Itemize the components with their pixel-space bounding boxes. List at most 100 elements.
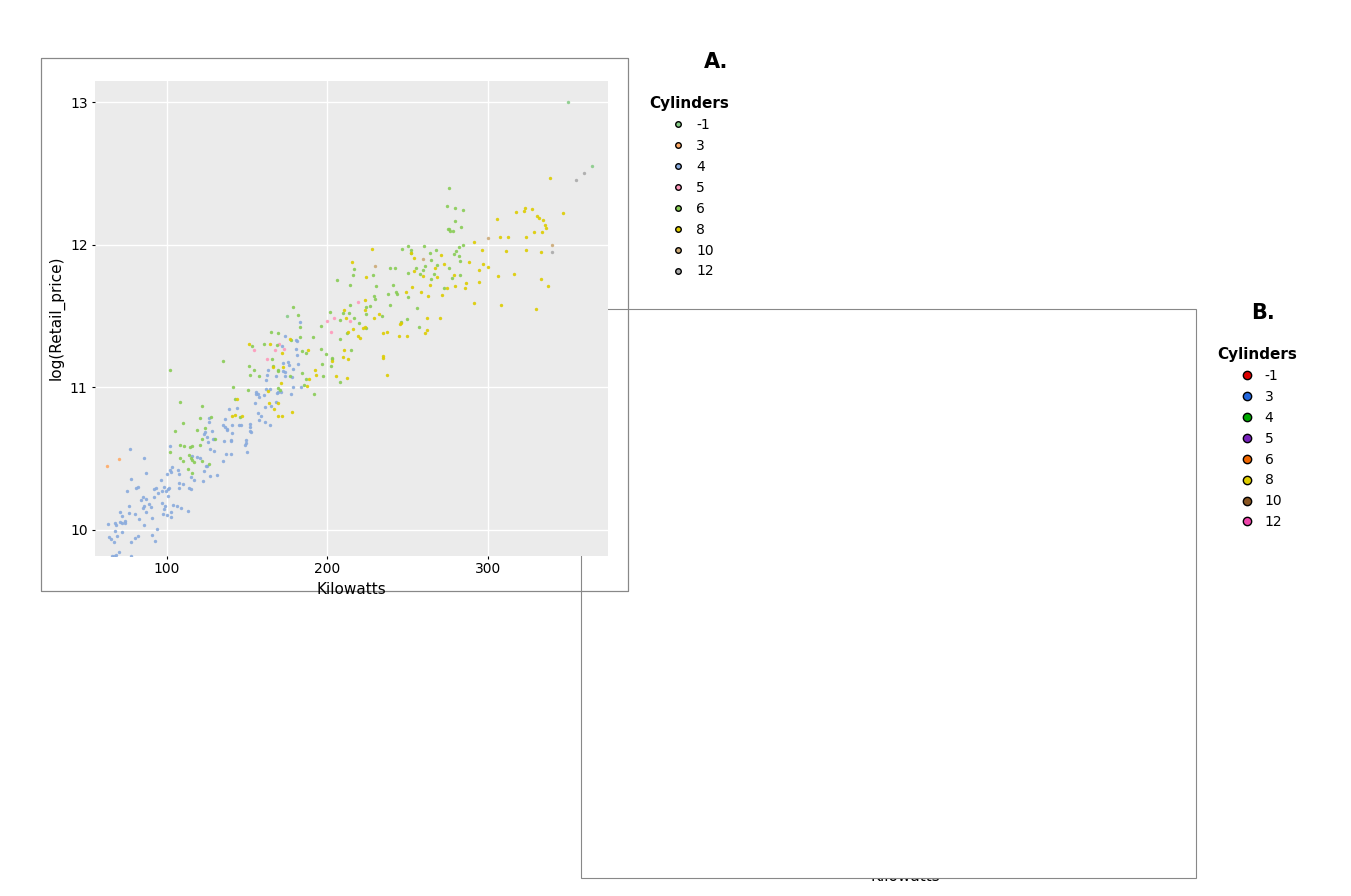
Point — [135, 505, 157, 520]
Point — [1094, 487, 1116, 502]
Point — [238, 383, 259, 397]
Point — [1059, 492, 1081, 506]
Point — [249, 413, 270, 427]
Point — [874, 622, 896, 636]
Point — [1019, 519, 1040, 533]
Point — [882, 582, 904, 597]
Point — [169, 467, 190, 481]
Point — [840, 600, 862, 615]
Point — [104, 516, 126, 530]
Point — [1077, 464, 1098, 478]
Point — [286, 334, 308, 349]
Point — [189, 437, 211, 452]
Point — [727, 717, 748, 731]
Point — [723, 788, 744, 802]
Point — [735, 716, 757, 730]
Point — [412, 263, 434, 278]
Point — [204, 444, 226, 458]
Point — [703, 717, 724, 731]
Point — [873, 595, 894, 609]
Point — [746, 750, 767, 764]
Point — [359, 299, 381, 314]
Point — [685, 813, 707, 827]
Point — [111, 516, 132, 530]
Point — [267, 326, 289, 340]
Point — [222, 418, 243, 432]
Point — [222, 426, 243, 441]
Point — [794, 659, 816, 674]
Point — [1105, 508, 1127, 522]
Point — [648, 814, 670, 829]
Point — [311, 319, 332, 333]
Point — [539, 170, 561, 185]
Point — [443, 246, 465, 261]
Point — [415, 326, 436, 340]
Point — [865, 642, 886, 657]
Point — [195, 421, 216, 435]
Point — [388, 329, 409, 343]
Point — [785, 657, 807, 671]
Point — [705, 794, 727, 808]
Point — [954, 502, 975, 516]
Point — [653, 800, 674, 814]
Point — [890, 624, 912, 638]
Point — [653, 810, 674, 824]
Point — [844, 651, 866, 666]
Point — [769, 712, 790, 727]
Point — [299, 372, 320, 386]
Point — [1094, 538, 1116, 553]
Point — [265, 394, 286, 409]
Point — [863, 613, 885, 627]
Text: B.: B. — [1251, 303, 1275, 323]
Point — [873, 631, 894, 645]
Point — [120, 548, 142, 563]
Point — [173, 438, 195, 452]
Point — [439, 224, 461, 238]
Point — [1098, 480, 1120, 495]
Point — [166, 463, 188, 478]
Point — [992, 547, 1013, 562]
Point — [259, 382, 281, 396]
Point — [158, 488, 180, 503]
Point — [280, 332, 301, 347]
Point — [239, 420, 261, 435]
Point — [151, 495, 173, 510]
Point — [646, 808, 667, 823]
Point — [712, 744, 734, 758]
Point — [984, 526, 1005, 540]
Point — [334, 303, 355, 317]
Point — [354, 303, 376, 317]
Point — [159, 438, 181, 452]
Point — [744, 737, 766, 751]
Point — [438, 181, 459, 195]
Point — [105, 518, 127, 532]
Point — [715, 730, 736, 745]
Point — [581, 159, 603, 173]
Point — [782, 717, 804, 731]
Point — [1029, 529, 1051, 543]
Point — [115, 516, 136, 530]
Point — [773, 685, 794, 699]
Point — [278, 358, 300, 372]
Point — [1004, 545, 1025, 559]
Point — [998, 486, 1020, 500]
Point — [740, 698, 762, 712]
Point — [272, 360, 293, 375]
Point — [1012, 463, 1034, 478]
Point — [816, 642, 838, 656]
Point — [947, 584, 969, 599]
Point — [761, 711, 782, 726]
Point — [744, 687, 766, 702]
Point — [817, 637, 839, 651]
Point — [786, 632, 808, 646]
Point — [197, 435, 219, 449]
Point — [458, 254, 480, 269]
Point — [372, 326, 393, 340]
Point — [444, 201, 466, 215]
Point — [1023, 497, 1044, 512]
Point — [531, 225, 553, 239]
Point — [750, 710, 771, 724]
Point — [947, 585, 969, 599]
Point — [342, 322, 363, 336]
Point — [411, 285, 432, 299]
